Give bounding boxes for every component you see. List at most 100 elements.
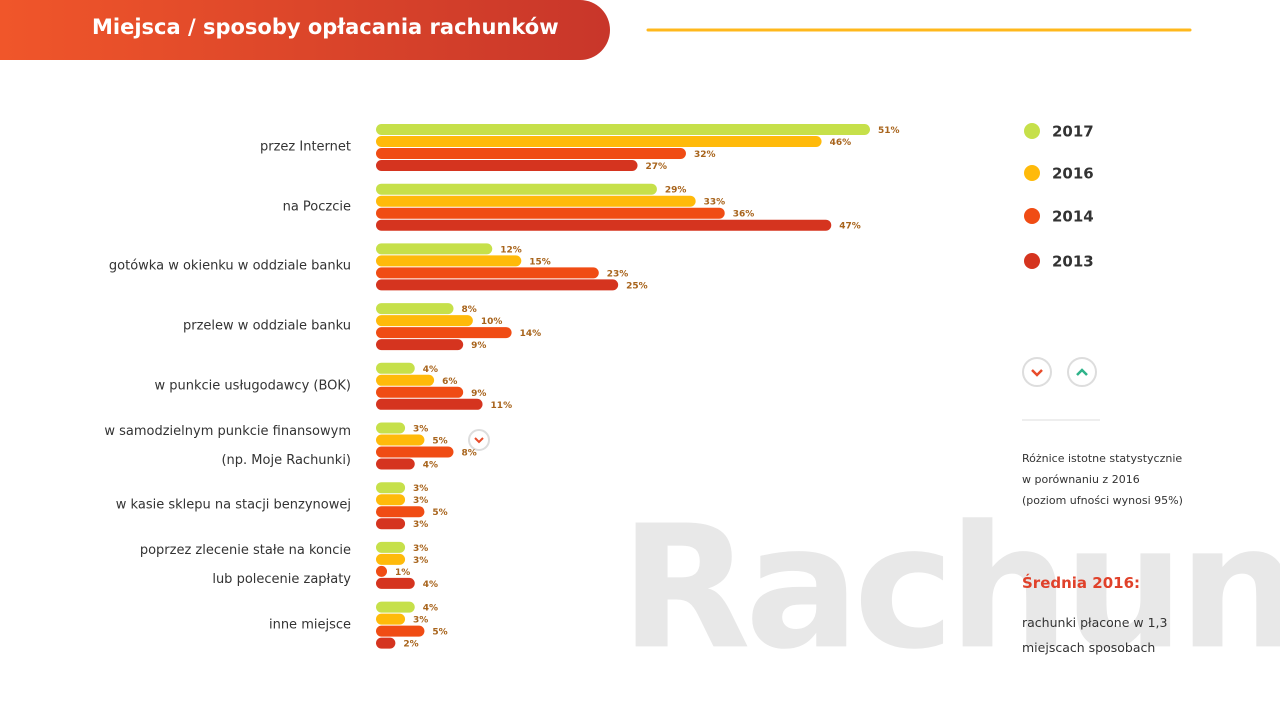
value-label: 15%: [529, 257, 551, 267]
value-label: 3%: [413, 484, 428, 494]
bar: [376, 243, 493, 255]
bar: [376, 398, 483, 410]
header-band: [0, 0, 610, 60]
value-label: 5%: [432, 437, 447, 447]
bar: [376, 148, 686, 159]
bar: [376, 315, 473, 327]
average-text: rachunki płacone w 1,3 miejscach sposoba…: [1022, 615, 1168, 655]
category-label: poprzez zlecenie stałe na koncie lub pol…: [139, 542, 351, 587]
value-label: 11%: [491, 401, 513, 411]
bar: [376, 434, 425, 446]
value-label: 8%: [461, 449, 476, 459]
bar: [376, 553, 406, 565]
legend-label: 2014: [1052, 208, 1094, 226]
bar: [376, 494, 406, 506]
bar: [376, 362, 415, 374]
header-title: Miejsca / sposoby opłacania rachunków: [92, 15, 559, 39]
value-label: 27%: [646, 162, 668, 172]
bar: [376, 160, 638, 171]
value-label: 1%: [395, 568, 410, 578]
value-label: 25%: [626, 281, 648, 291]
significance-note: Różnice istotne statystycznie w porównan…: [1022, 452, 1183, 507]
value-label: 36%: [733, 210, 755, 220]
category-label: gotówka w okienku w oddziale banku: [108, 258, 351, 274]
legend-swatch: [1024, 123, 1040, 139]
average-title: Średnia 2016:: [1022, 574, 1141, 592]
watermark: Rachunki: [620, 489, 1280, 687]
down-icon: [1022, 357, 1052, 387]
bar: [376, 506, 425, 518]
bar: [376, 124, 870, 135]
down-icon: [468, 429, 490, 451]
value-label: 12%: [500, 245, 522, 255]
value-label: 47%: [839, 222, 861, 232]
value-label: 4%: [423, 461, 438, 471]
bar: [376, 267, 599, 279]
value-label: 14%: [520, 329, 542, 339]
bar: [376, 518, 406, 530]
bar: [376, 482, 406, 494]
bar: [376, 386, 464, 398]
value-label: 33%: [704, 198, 726, 208]
category-label: inne miejsce: [268, 617, 351, 633]
category-label: przelew w oddziale banku: [183, 318, 351, 334]
legend-swatch: [1024, 165, 1040, 181]
category-label: w punkcie usługodawcy (BOK): [154, 378, 351, 394]
down-arrow: [1031, 369, 1043, 377]
value-label: 9%: [471, 389, 486, 399]
bar: [376, 339, 464, 351]
category-label: w samodzielnym punkcie finansowym (np. M…: [104, 423, 351, 468]
bar: [376, 255, 522, 267]
value-label: 3%: [413, 544, 428, 554]
bar: [376, 327, 512, 339]
value-label: 51%: [878, 126, 900, 136]
value-label: 32%: [694, 150, 716, 160]
value-label: 29%: [665, 186, 687, 196]
value-label: 46%: [830, 138, 852, 148]
bar: [376, 183, 657, 195]
bar: [376, 446, 454, 458]
legend-label: 2017: [1052, 123, 1094, 141]
up-arrow: [1076, 368, 1088, 376]
category-label: w kasie sklepu na stacji benzynowej: [115, 497, 351, 513]
value-label: 10%: [481, 317, 503, 327]
legend-swatch: [1024, 208, 1040, 224]
value-label: 4%: [423, 365, 438, 375]
bar: [376, 565, 387, 577]
value-label: 3%: [413, 520, 428, 530]
down-arrow: [474, 437, 484, 444]
bar: [376, 207, 725, 219]
value-label: 5%: [432, 508, 447, 518]
value-label: 3%: [413, 425, 428, 435]
value-label: 2%: [403, 640, 418, 650]
value-label: 5%: [432, 628, 447, 638]
bar: [376, 625, 425, 637]
bar: [376, 541, 406, 553]
value-label: 3%: [413, 496, 428, 506]
bar: [376, 601, 415, 613]
bar: [376, 219, 832, 231]
category-label: przez Internet: [260, 139, 351, 155]
bar: [376, 458, 415, 470]
value-label: 9%: [471, 341, 486, 351]
bar: [376, 637, 396, 649]
bar: [376, 303, 454, 315]
bar: [376, 195, 696, 207]
legend-label: 2016: [1052, 165, 1094, 183]
up-icon: [1067, 357, 1097, 387]
value-label: 23%: [607, 269, 629, 279]
bar: [376, 577, 415, 589]
value-label: 4%: [423, 604, 438, 614]
bar: [376, 279, 619, 291]
value-label: 8%: [461, 305, 476, 315]
category-label: na Poczcie: [282, 199, 351, 215]
bar: [376, 422, 406, 434]
legend-swatch: [1024, 253, 1040, 269]
value-label: 4%: [423, 580, 438, 590]
value-label: 6%: [442, 377, 457, 387]
legend-label: 2013: [1052, 253, 1094, 271]
bar: [376, 136, 822, 147]
bar: [376, 374, 435, 386]
